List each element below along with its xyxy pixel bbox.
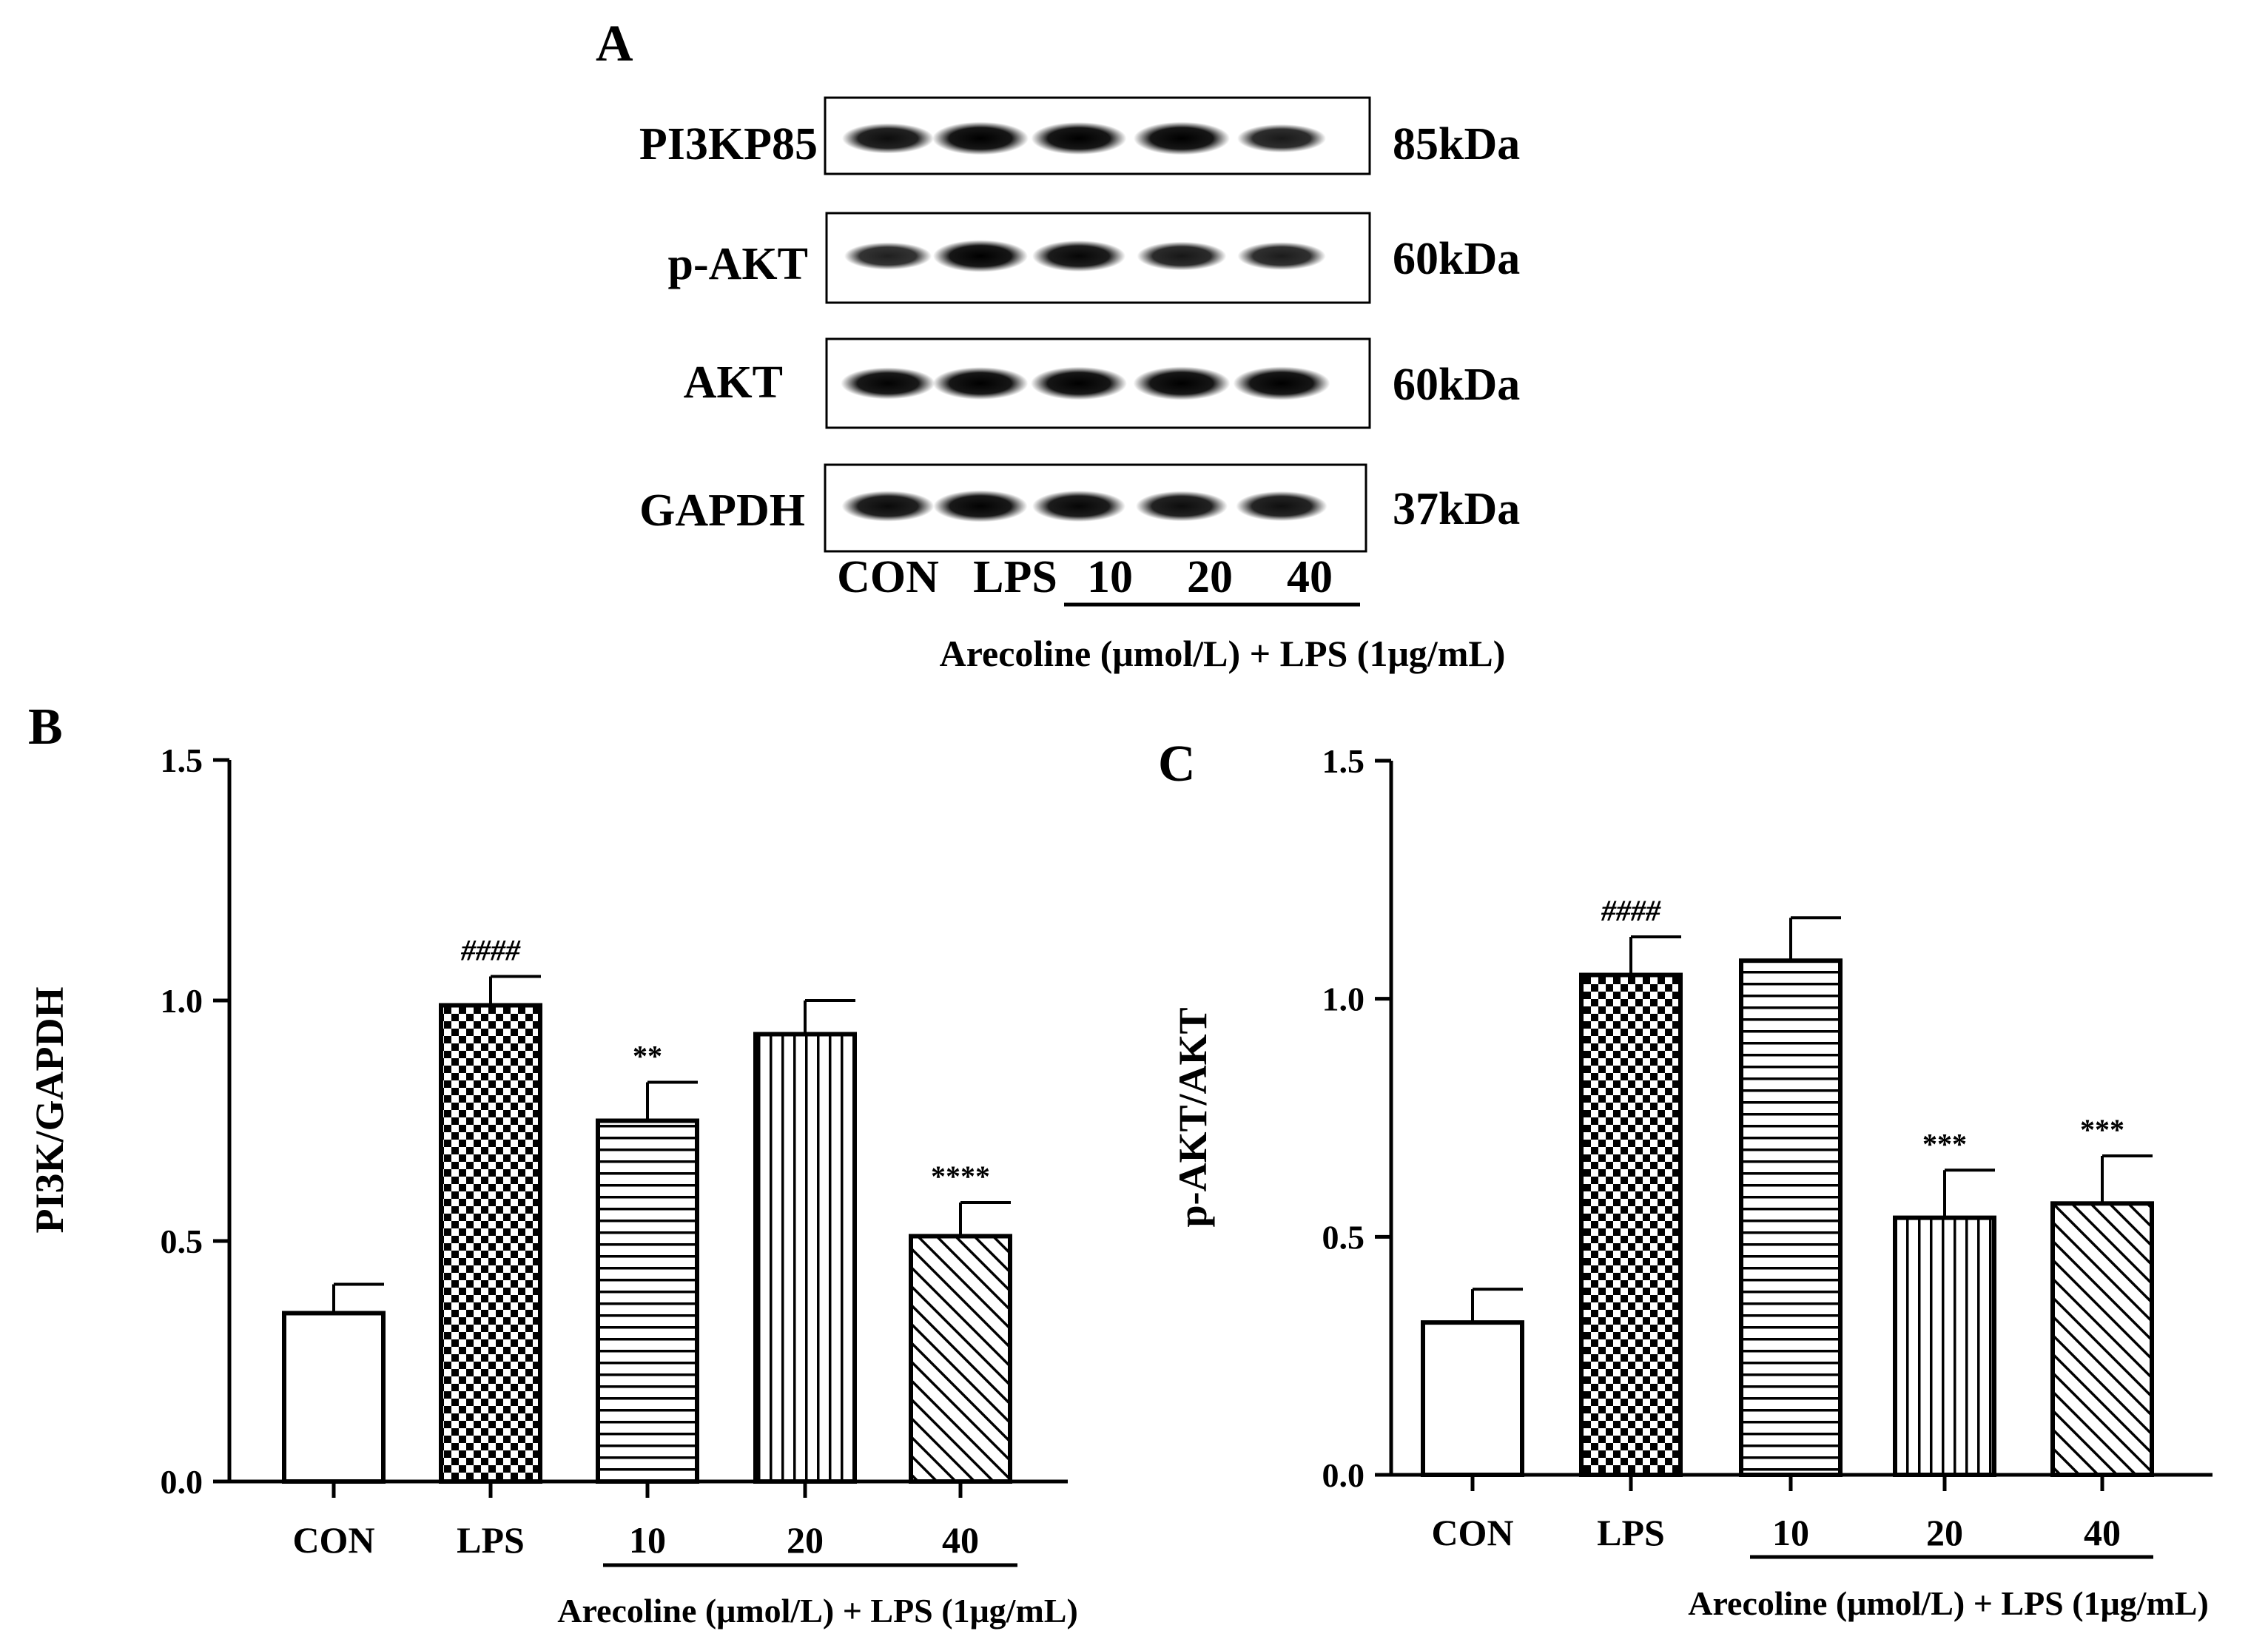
blot-band: [1133, 366, 1231, 400]
bar: [282, 1311, 386, 1484]
x-tick-label: 40: [942, 1519, 979, 1561]
bar: [2050, 1201, 2154, 1478]
x-tick-label: 20: [787, 1519, 824, 1561]
significance-label: ***: [1922, 1127, 1967, 1160]
y-axis-label: PI3K/GAPDH: [27, 987, 72, 1234]
blot-band: [933, 490, 1028, 522]
blot-protein-label: p-AKT: [668, 239, 808, 289]
y-axis-label: p-AKT/AKT: [1171, 1007, 1215, 1227]
x-tick-label: LPS: [1597, 1512, 1665, 1553]
lane-label: CON: [837, 552, 939, 602]
blot-protein-label: GAPDH: [639, 485, 805, 536]
bar: [1579, 972, 1683, 1477]
blot-band: [1137, 241, 1227, 271]
x-axis-label: Arecoline (μmol/L) + LPS (1μg/mL): [557, 1592, 1078, 1629]
bar-chart-c: 0.0 0.5 1.0 1.5 CON LPS #### 10 20 *** 40 ***: [1322, 742, 2213, 1559]
panel-letter-b: B: [28, 699, 63, 756]
blot-band: [1233, 366, 1330, 400]
blot-band: [1032, 490, 1125, 522]
x-tick-label: 10: [1772, 1512, 1809, 1553]
y-tick-label: 0.0: [161, 1463, 203, 1501]
significance-label: ****: [931, 1160, 990, 1193]
blot-protein-label: AKT: [684, 357, 783, 408]
blot-band: [1031, 122, 1127, 155]
blot-protein-label: PI3KP85: [639, 119, 818, 169]
x-tick-label: CON: [292, 1519, 374, 1561]
x-tick-label: 40: [2084, 1512, 2121, 1553]
bar: [596, 1118, 699, 1484]
x-tick-label: CON: [1431, 1512, 1513, 1553]
blot-band: [841, 491, 935, 522]
blot-band: [1237, 242, 1326, 270]
blot-band: [1136, 491, 1228, 522]
blot-band: [932, 121, 1029, 155]
blot-band: [932, 367, 1029, 400]
y-tick-label: 0.5: [1322, 1218, 1365, 1256]
lane-label: 10: [1087, 552, 1133, 602]
blot-band: [1032, 240, 1125, 272]
bar-chart-b: 0.0 0.5 1.0 1.5 CON LPS #### 10 ** 20 40 ****: [161, 741, 1068, 1567]
blot-band: [842, 123, 934, 154]
bar: [1421, 1320, 1524, 1477]
blot-band: [1031, 366, 1127, 400]
blot-bands: [842, 121, 1326, 155]
bar: [1739, 958, 1843, 1477]
western-blot-panel: A PI3KP85 85kDa p-AKT 60kDa AKT 60kDa GA…: [596, 16, 1520, 674]
blot-size-label: 85kDa: [1393, 119, 1520, 169]
bar: [439, 1003, 542, 1484]
blot-band: [1237, 124, 1326, 153]
blot-band: [1236, 491, 1328, 522]
x-tick-label: 10: [629, 1519, 666, 1561]
blot-size-label: 60kDa: [1393, 234, 1520, 284]
y-tick-label: 0.0: [1322, 1456, 1365, 1494]
panel-letter-c: C: [1158, 736, 1196, 793]
x-tick-label: 20: [1926, 1512, 1963, 1553]
x-axis-label: Arecoline (μmol/L) + LPS (1μg/mL): [1688, 1584, 2209, 1622]
lane-label: 40: [1287, 552, 1333, 602]
blot-bands: [844, 240, 1326, 272]
lane-label: LPS: [973, 552, 1057, 602]
chart-panel-c: C p-AKT/AKT 0.0 0.5 1.0 1.5 CON LPS #### 10 20 **…: [1158, 736, 2213, 1622]
lane-label: 20: [1187, 552, 1233, 602]
blot-band: [844, 242, 932, 270]
blot-band: [841, 367, 935, 400]
bar: [909, 1234, 1012, 1484]
blot-band: [933, 240, 1028, 272]
x-tick-label: LPS: [457, 1519, 525, 1561]
treatment-label: Arecoline (μmol/L) + LPS (1μg/mL): [940, 633, 1506, 674]
blot-size-label: 60kDa: [1393, 360, 1520, 410]
y-tick-label: 1.5: [1322, 742, 1365, 780]
bar: [753, 1032, 857, 1484]
significance-label: **: [633, 1040, 662, 1073]
blot-bands: [841, 366, 1330, 400]
blot-bands: [841, 490, 1328, 522]
significance-label: ####: [1601, 894, 1661, 927]
chart-panel-b: B PI3K/GAPDH 0.0 0.5 1.0 1.5 CON LPS #### 10 ** 2…: [27, 699, 1078, 1629]
y-tick-label: 1.0: [1322, 981, 1365, 1018]
y-tick-label: 1.0: [161, 982, 203, 1020]
significance-label: ####: [460, 934, 521, 967]
blot-band: [1134, 121, 1230, 155]
panel-letter-a: A: [596, 16, 633, 73]
y-tick-label: 0.5: [161, 1222, 203, 1260]
significance-label: ***: [2080, 1113, 2124, 1146]
blot-size-label: 37kDa: [1393, 484, 1520, 534]
y-tick-label: 1.5: [161, 741, 203, 779]
bar: [1893, 1215, 1996, 1477]
